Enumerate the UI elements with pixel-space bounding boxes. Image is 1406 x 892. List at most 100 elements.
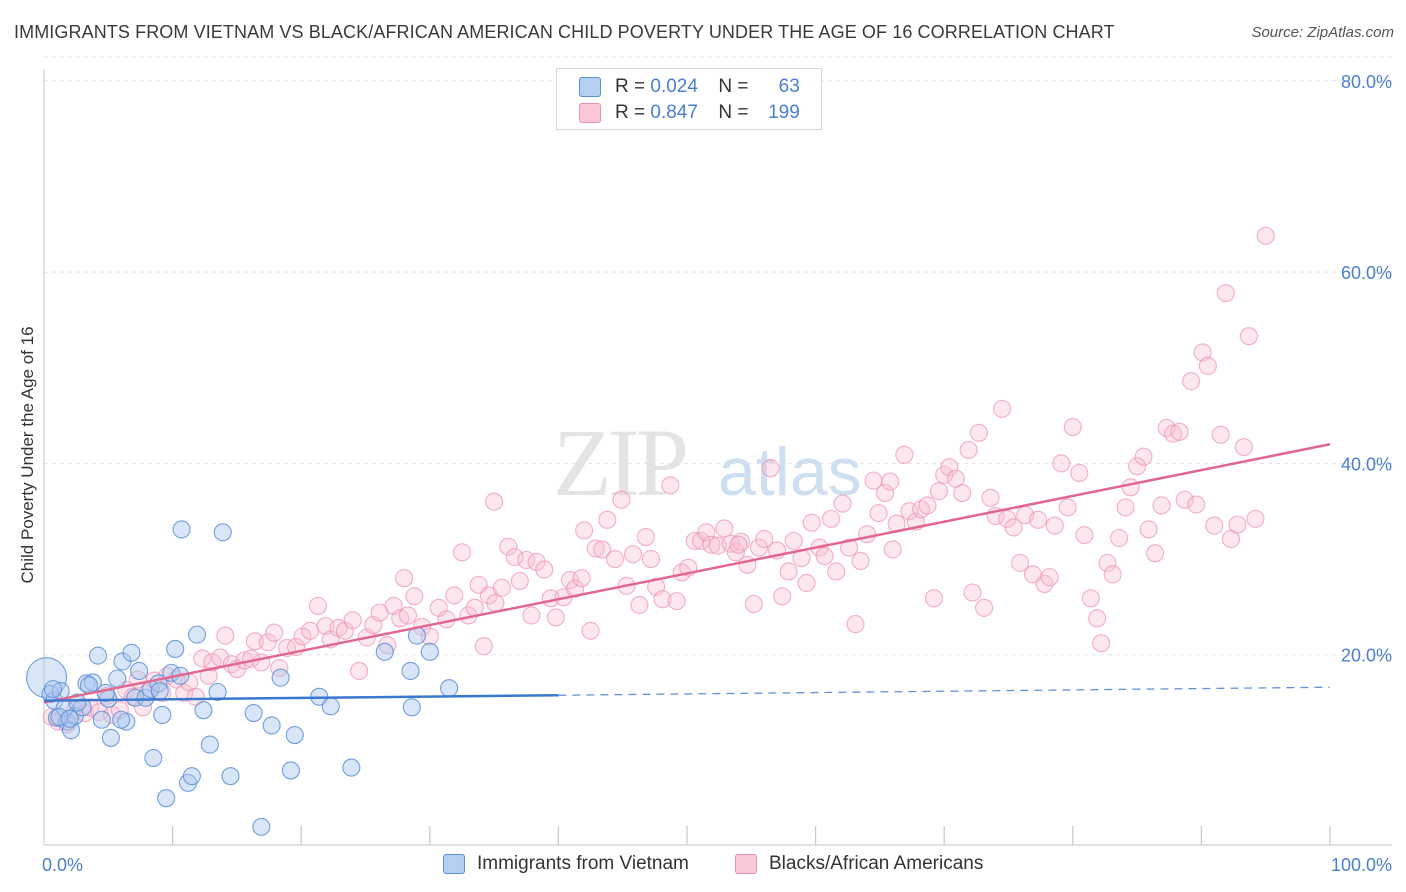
data-point-black: [566, 579, 585, 598]
trend-line-vietnam: [43, 694, 559, 702]
data-point-black: [653, 590, 672, 609]
data-point-black: [527, 552, 546, 571]
data-point-black: [1045, 516, 1064, 535]
data-point-black: [641, 549, 661, 569]
correlation-legend: R = 0.024 N = 63 R = 0.847 N = 199: [556, 68, 822, 130]
data-point-black: [744, 594, 763, 614]
data-point-black: [193, 649, 212, 668]
data-point-black: [1239, 327, 1259, 346]
data-point-black: [815, 547, 834, 566]
data-point-black: [881, 472, 900, 491]
data-point-vietnam: [200, 735, 219, 754]
data-point-black: [350, 661, 369, 681]
data-point-black: [1070, 463, 1089, 483]
data-point-black: [474, 637, 493, 656]
data-point-black: [1146, 544, 1165, 563]
data-point-vietnam: [321, 697, 340, 716]
data-point-vietnam: [281, 761, 300, 780]
trend-line-black: [43, 443, 1331, 704]
data-point-black: [1116, 498, 1135, 517]
data-point-vietnam: [208, 682, 227, 702]
data-point-black: [598, 510, 617, 529]
data-point-black: [802, 513, 821, 532]
data-point-vietnam: [112, 710, 131, 729]
data-point-black: [761, 459, 780, 478]
data-point-vietnam: [92, 710, 111, 729]
data-point-black: [630, 595, 649, 615]
data-point-black: [1058, 498, 1077, 517]
legend-bottom-swatch-vietnam: [443, 854, 465, 874]
trend-lines: [43, 443, 1331, 704]
data-point-black: [857, 525, 877, 544]
data-point-black: [258, 633, 277, 652]
data-point-vietnam: [187, 625, 207, 644]
data-point-black: [827, 562, 846, 581]
data-point-vietnam: [375, 642, 394, 661]
data-point-black: [560, 571, 580, 590]
legend-n-label: N =: [718, 102, 749, 123]
data-point-black: [1040, 568, 1059, 587]
data-point-black: [546, 608, 565, 627]
legend-item-black: Blacks/African Americans: [735, 851, 983, 877]
data-point-black: [833, 494, 852, 513]
data-point-black: [839, 538, 859, 557]
data-point-black: [1256, 226, 1275, 245]
gridlines: [44, 56, 1392, 656]
data-point-black: [510, 571, 529, 591]
data-point-vietnam: [342, 758, 361, 777]
data-point-black: [846, 615, 865, 634]
data-point-black: [779, 562, 798, 581]
data-point-vietnam: [144, 748, 163, 768]
svg-text:ZIP: ZIP: [553, 409, 686, 516]
axes: [43, 70, 1392, 846]
data-point-black: [1187, 495, 1206, 514]
data-point-black: [969, 423, 988, 442]
data-point-black: [1228, 515, 1247, 534]
data-point-vietnam: [126, 688, 145, 707]
data-point-black: [851, 551, 870, 571]
data-point-black: [252, 653, 271, 672]
data-point-vietnam: [401, 661, 420, 681]
legend-r-label: R =: [615, 76, 646, 97]
data-point-black: [535, 560, 554, 579]
data-point-black: [1175, 490, 1194, 509]
y-tick-label: 40.0%: [1341, 454, 1392, 474]
data-point-black: [963, 583, 982, 602]
data-point-black: [505, 548, 524, 567]
data-point-black: [715, 519, 734, 538]
data-point-black: [667, 592, 686, 611]
data-point-black: [405, 587, 424, 606]
data-point-black: [605, 549, 625, 569]
data-point-black: [749, 538, 769, 557]
data-point-black: [1198, 356, 1217, 375]
y-tick-label: 80.0%: [1341, 72, 1392, 92]
data-point-black: [308, 596, 327, 615]
data-point-black: [612, 490, 631, 509]
legend-bottom-swatch-black: [735, 854, 757, 874]
data-point-black: [930, 482, 949, 501]
data-point-black: [1088, 609, 1107, 628]
data-point-vietnam: [252, 817, 271, 836]
legend-bottom-label-black: Blacks/African Americans: [769, 853, 984, 874]
data-point-black: [1063, 418, 1082, 437]
data-point-black: [773, 587, 792, 606]
data-point-black: [1103, 565, 1122, 584]
data-point-black: [1246, 509, 1265, 528]
data-point-black: [593, 540, 612, 559]
data-point-vietnam: [43, 680, 63, 699]
data-point-black: [445, 586, 464, 605]
data-point-vietnam: [182, 767, 201, 786]
data-point-black: [1004, 518, 1023, 537]
data-point-vietnam: [285, 725, 304, 745]
data-point-black: [1121, 478, 1140, 497]
data-point-vietnam: [157, 789, 176, 808]
legend-swatch-vietnam: [579, 77, 601, 97]
data-point-vietnam: [262, 716, 281, 735]
data-point-vietnam: [60, 709, 79, 728]
data-point-vietnam: [61, 721, 81, 740]
data-point-vietnam: [271, 668, 290, 687]
data-point-black: [175, 683, 194, 703]
data-point-black: [1052, 454, 1071, 473]
data-point-black: [485, 492, 504, 511]
legend-r-label: R =: [615, 102, 646, 123]
